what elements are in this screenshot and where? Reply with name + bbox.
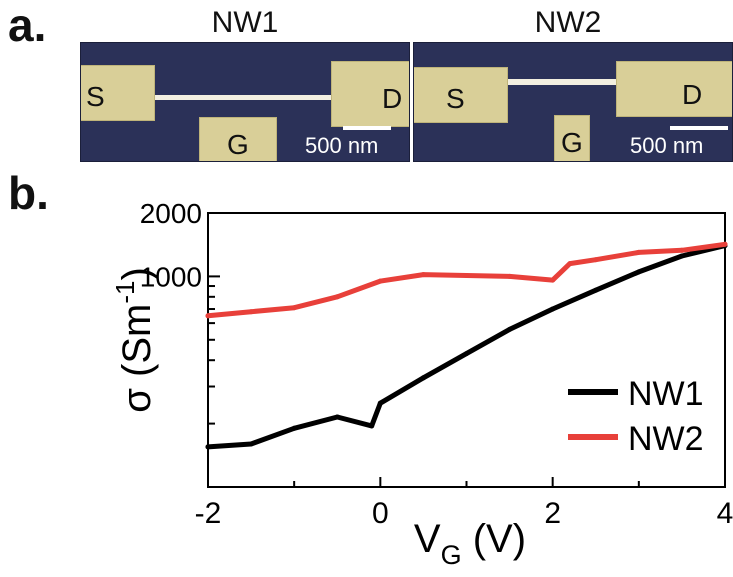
drain-pad xyxy=(616,61,732,117)
gate-label: G xyxy=(227,129,249,160)
data-point-nw2 xyxy=(291,305,297,311)
data-point-nw1 xyxy=(420,375,426,381)
data-point-nw2 xyxy=(722,241,728,247)
legend: NW1 NW2 xyxy=(568,375,704,458)
panel-b-label: b. xyxy=(8,167,49,219)
y-axis-label: σ (Sm-1) xyxy=(110,267,159,413)
legend-label-nw1: NW1 xyxy=(628,375,704,413)
micrograph-title-nw1: NW1 xyxy=(211,6,279,39)
data-point-nw1 xyxy=(679,253,685,259)
axis-ticks xyxy=(207,212,726,488)
data-point-nw1 xyxy=(377,400,383,406)
data-point-nw1 xyxy=(636,269,642,275)
legend-label-nw2: NW2 xyxy=(628,420,704,458)
data-point-nw1 xyxy=(291,425,297,431)
source-label: S xyxy=(86,81,105,112)
data-point-nw2 xyxy=(334,294,340,300)
source-pad xyxy=(81,65,155,121)
data-point-nw1 xyxy=(248,441,254,447)
scale-label: 500 nm xyxy=(630,133,704,158)
data-point-nw2 xyxy=(420,272,426,278)
panel-a-label: a. xyxy=(8,0,47,51)
micrograph-title-nw2: NW2 xyxy=(534,6,602,39)
data-point-nw1 xyxy=(464,351,469,357)
scale-bar xyxy=(670,126,728,130)
gate-pad xyxy=(199,117,277,161)
data-point-nw2 xyxy=(679,247,685,253)
x-tick-label: -2 xyxy=(195,497,222,530)
data-point-nw2 xyxy=(377,278,383,284)
data-point-nw2 xyxy=(507,273,513,279)
source-pad xyxy=(414,67,508,123)
series-layer xyxy=(205,241,728,450)
drain-label: D xyxy=(682,79,703,110)
data-point-nw2 xyxy=(550,277,556,283)
gate-pad xyxy=(554,115,590,161)
x-tick-label: 2 xyxy=(544,497,561,530)
tick-labels: -2 0 2 4 1000 2000 xyxy=(140,198,733,530)
data-point-nw1 xyxy=(550,306,556,312)
x-tick-label: 0 xyxy=(372,497,389,530)
data-point-nw1 xyxy=(369,423,375,429)
x-axis-label: VG (V) xyxy=(414,517,526,570)
data-point-nw2 xyxy=(636,249,642,255)
data-point-nw1 xyxy=(593,287,599,293)
micrograph-nw2: S D G 500 nm xyxy=(413,42,733,162)
data-point-nw2 xyxy=(248,309,254,315)
y-tick-label: 1000 xyxy=(140,261,202,292)
y-tick-label: 2000 xyxy=(140,198,202,229)
x-tick-label: 4 xyxy=(717,497,733,530)
data-point-nw1 xyxy=(205,444,211,450)
series-line-nw2 xyxy=(205,241,728,319)
source-label: S xyxy=(446,83,465,114)
gate-label: G xyxy=(561,127,583,158)
series-line-nw1 xyxy=(205,243,728,450)
nanowire xyxy=(151,95,341,100)
data-point-nw1 xyxy=(507,326,513,332)
data-point-nw2 xyxy=(567,261,573,267)
data-point-nw1 xyxy=(334,414,340,420)
data-point-nw2 xyxy=(205,313,211,319)
data-point-nw2 xyxy=(593,257,599,263)
drain-label: D xyxy=(382,83,403,114)
scale-bar xyxy=(343,126,391,130)
data-point-nw2 xyxy=(464,273,469,278)
nanowire xyxy=(500,79,630,85)
micrograph-nw1: S D G 500 nm xyxy=(80,42,410,162)
scale-label: 500 nm xyxy=(305,133,379,158)
